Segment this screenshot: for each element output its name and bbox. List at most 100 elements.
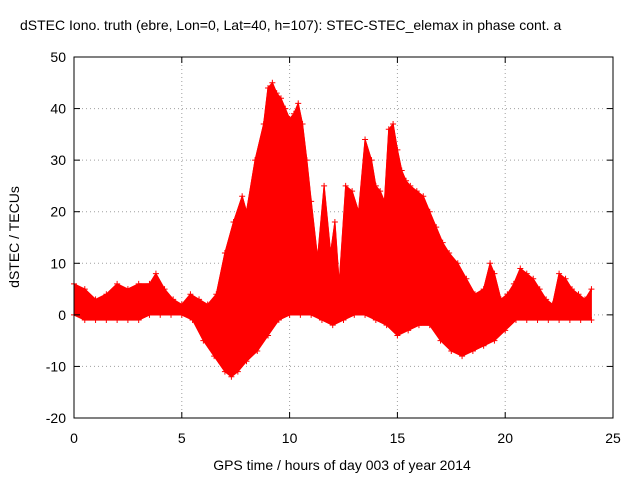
upper-point-marker — [303, 157, 310, 164]
upper-point-marker — [439, 239, 446, 246]
lower-point-marker — [556, 317, 563, 324]
upper-point-marker — [331, 219, 338, 226]
upper-point-marker — [213, 291, 220, 298]
y-axis: -20 -10 0 10 20 30 40 50 — [46, 49, 613, 426]
upper-point-marker — [170, 296, 177, 303]
upper-point-marker — [463, 275, 470, 282]
lower-point-marker — [189, 317, 196, 324]
upper-point-marker — [426, 208, 433, 215]
lower-point-marker — [577, 317, 584, 324]
y-axis-label: dSTEC / TECUs — [6, 186, 22, 288]
upper-point-marker — [349, 188, 356, 195]
lower-point-marker — [437, 337, 444, 344]
lower-point-marker — [243, 358, 250, 365]
upper-point-marker — [517, 265, 524, 272]
x-tick-label: 25 — [605, 430, 621, 446]
upper-point-marker — [368, 157, 375, 164]
upper-point-marker — [342, 182, 349, 189]
upper-point-marker — [187, 291, 194, 298]
y-tick-label: -20 — [46, 410, 66, 426]
upper-point-marker — [327, 249, 334, 256]
plot-frame — [73, 56, 614, 419]
upper-point-marker — [146, 280, 153, 287]
upper-point-marker — [377, 188, 384, 195]
upper-point-marker — [385, 126, 392, 133]
upper-point-marker — [394, 146, 401, 153]
upper-point-marker — [196, 296, 203, 303]
lower-point-marker — [372, 317, 379, 324]
dstec-band — [73, 81, 592, 378]
lower-point-marker — [426, 322, 433, 329]
lower-point-marker — [523, 317, 530, 324]
upper-point-marker — [161, 286, 168, 293]
upper-point-marker — [403, 177, 410, 184]
lower-point-marker — [318, 317, 325, 324]
upper-point-marker — [260, 121, 267, 128]
upper-point-marker — [124, 286, 131, 293]
lower-point-marker — [114, 317, 121, 324]
lower-point-marker — [297, 311, 304, 318]
x-tick-label: 0 — [70, 430, 78, 446]
upper-point-marker — [413, 188, 420, 195]
y-tick-label: 50 — [50, 49, 66, 65]
upper-point-marker — [135, 280, 142, 287]
upper-point-marker — [510, 280, 517, 287]
lower-point-marker — [168, 311, 175, 318]
x-tick-label: 20 — [497, 430, 513, 446]
upper-point-marker — [398, 167, 405, 174]
lower-point-marker — [308, 311, 315, 318]
lower-point-marker — [135, 317, 142, 324]
upper-point-marker — [480, 286, 487, 293]
upper-point-marker — [282, 105, 289, 112]
lower-point-marker — [103, 317, 110, 324]
upper-point-marker — [178, 301, 185, 308]
lower-point-marker — [512, 317, 519, 324]
upper-point-marker — [472, 291, 479, 298]
upper-point-marker — [273, 90, 280, 97]
upper-point-marker — [295, 100, 302, 107]
upper-point-marker — [221, 249, 228, 256]
lower-point-marker — [275, 317, 282, 324]
lower-point-marker — [221, 368, 228, 375]
upper-point-marker — [433, 224, 440, 231]
lower-point-marker — [81, 317, 88, 324]
lower-point-marker — [566, 317, 573, 324]
upper-point-marker — [487, 260, 494, 267]
lower-point-marker — [459, 353, 466, 360]
upper-point-marker — [286, 115, 293, 122]
upper-point-marker — [114, 280, 121, 287]
upper-point-marker — [81, 286, 88, 293]
upper-point-marker — [491, 270, 498, 277]
y-tick-label: 40 — [50, 101, 66, 117]
upper-point-marker — [381, 198, 388, 205]
upper-point-marker — [549, 301, 556, 308]
y-tick-label: 10 — [50, 255, 66, 271]
y-tick-label: 20 — [50, 204, 66, 220]
lower-point-marker — [469, 347, 476, 354]
lower-point-marker — [178, 311, 185, 318]
lower-point-marker — [394, 332, 401, 339]
upper-point-marker — [239, 193, 246, 200]
upper-point-marker — [265, 84, 272, 91]
lower-point-marker — [234, 368, 241, 375]
upper-point-marker — [588, 286, 595, 293]
lower-point-marker — [146, 311, 153, 318]
lower-point-marker — [480, 342, 487, 349]
y-tick-label: -10 — [46, 358, 66, 374]
lower-point-marker — [200, 337, 207, 344]
x-tick-label: 15 — [390, 430, 406, 446]
chart-title: dSTEC Iono. truth (ebre, Lon=0, Lat=40, … — [20, 17, 561, 33]
lower-point-marker — [211, 353, 218, 360]
plot-area — [71, 79, 595, 380]
y-tick-label: 30 — [50, 152, 66, 168]
upper-point-marker — [308, 198, 315, 205]
upper-point-marker — [355, 208, 362, 215]
lower-point-marker — [228, 373, 235, 380]
upper-point-marker — [420, 193, 427, 200]
lower-point-marker — [340, 317, 347, 324]
x-tick-label: 10 — [282, 430, 298, 446]
lower-point-marker — [286, 311, 293, 318]
lower-point-marker — [254, 347, 261, 354]
upper-point-marker — [446, 249, 453, 256]
